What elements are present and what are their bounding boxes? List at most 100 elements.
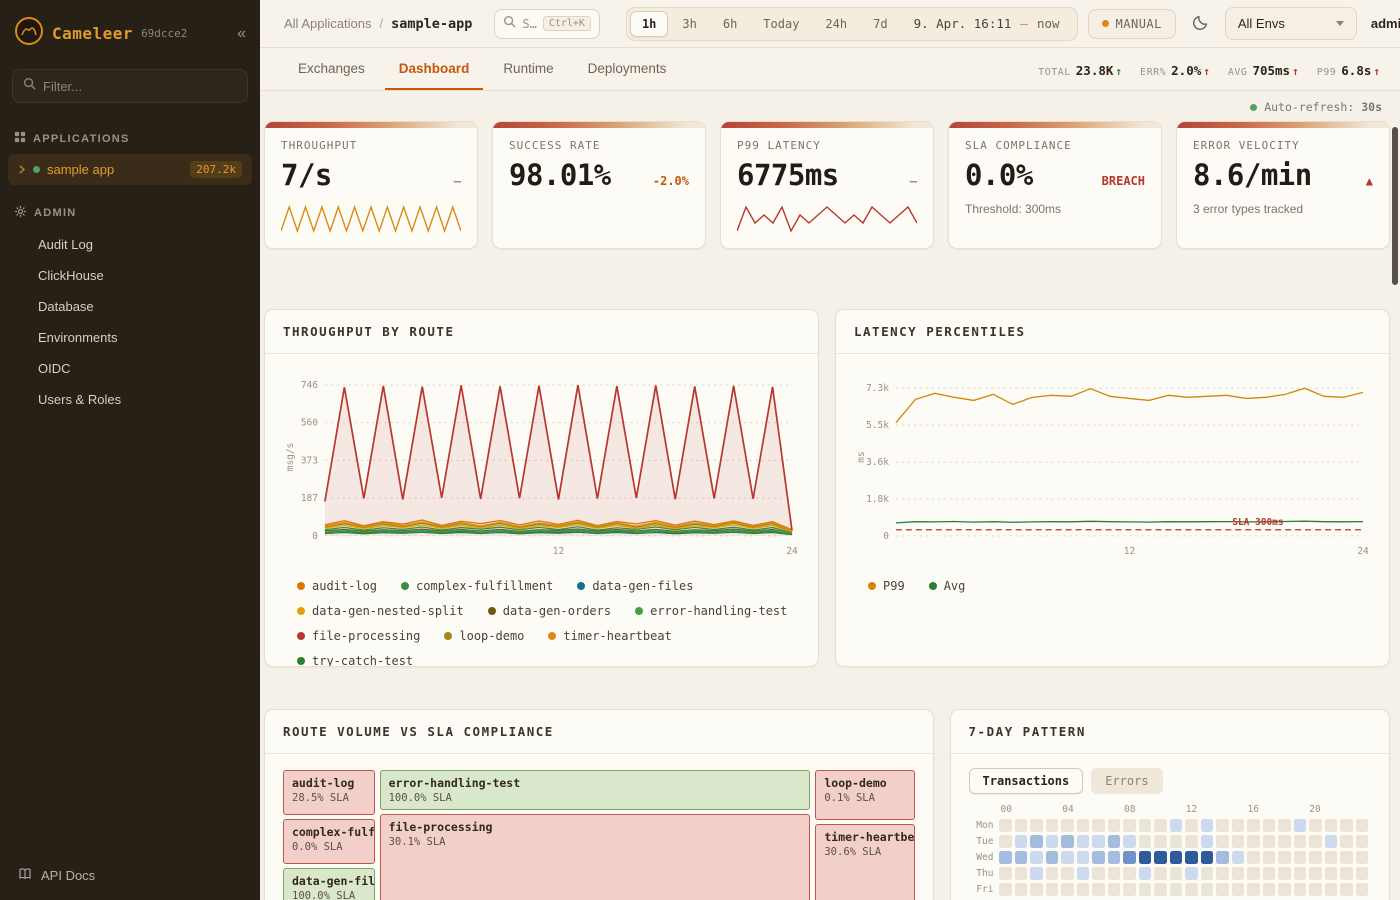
legend-item-loop-demo[interactable]: loop-demo [444, 629, 524, 643]
global-search[interactable]: S… Ctrl+K [494, 8, 600, 39]
tab-runtime[interactable]: Runtime [503, 60, 554, 76]
kpi-value-row: 7/s – [281, 158, 461, 192]
legend-item-data-gen-files[interactable]: data-gen-files [577, 579, 693, 593]
kpi-value-row: 6775ms – [737, 158, 917, 192]
trend-arrow-icon: ↑ [1203, 64, 1210, 78]
time-range-buttons: 1h 3h 6h Today 24h 7d [629, 10, 900, 37]
heatmap-cell [1324, 883, 1338, 896]
heatmap-cell [1293, 819, 1307, 832]
treemap-cell-file-processing[interactable]: file-processing 30.1% SLA [379, 814, 811, 900]
sidebar-collapse-button[interactable]: « [237, 24, 246, 42]
treemap-cell-data-gen-files[interactable]: data-gen-files 100.0% SLA [283, 868, 375, 900]
kpi-value: 8.6/min [1193, 158, 1312, 192]
heatmap-day-label: Wed [976, 852, 994, 863]
heatmap-cell [1123, 819, 1136, 832]
kpi-value-row: 0.0% BREACH [965, 158, 1145, 192]
throughput-by-route-panel: THROUGHPUT BY ROUTE 746 560 373 187 0 12 24 msg… [264, 309, 819, 667]
heatmap-cell [1045, 851, 1059, 864]
search-icon [23, 77, 36, 95]
legend-item-data-gen-nested-split[interactable]: data-gen-nested-split [297, 604, 464, 618]
heatmap-cell [1014, 835, 1028, 848]
moon-icon [1192, 14, 1209, 34]
tab-deployments[interactable]: Deployments [587, 60, 667, 76]
heatmap-cell [1293, 867, 1307, 880]
legend-item-data-gen-orders[interactable]: data-gen-orders [487, 604, 611, 618]
legend-item-complex-fulfillment[interactable]: complex-fulfillment [401, 579, 553, 593]
heatmap-cell [1030, 883, 1043, 896]
breadcrumb: All Applications / sample-app [284, 16, 472, 32]
time-range-today[interactable]: Today [751, 11, 811, 37]
heatmap-cell [1216, 867, 1229, 880]
stat-p99: P99 6.8s ↑ [1317, 60, 1380, 79]
sidebar-filter[interactable] [12, 69, 248, 103]
heatmap-cell [1030, 867, 1043, 880]
legend-item-file-processing[interactable]: file-processing [297, 629, 420, 643]
user-name[interactable]: admin [1370, 16, 1400, 31]
toggle-transactions[interactable]: Transactions [968, 768, 1084, 794]
treemap-cell-label: data-gen-files [292, 874, 375, 888]
heatmap-cell [1107, 883, 1121, 896]
sidebar-item-users-roles[interactable]: Users & Roles [38, 392, 122, 407]
kpi-accent-band [1177, 122, 1389, 128]
time-range-24h[interactable]: 24h [813, 11, 859, 37]
scrollbar-thumb[interactable] [1392, 127, 1398, 285]
legend-item-timer-heartbeat[interactable]: timer-heartbeat [548, 629, 672, 643]
legend-item-error-handling-test[interactable]: error-handling-test [635, 604, 787, 618]
admin-section-header: ADMIN [0, 197, 260, 227]
sidebar-item-audit-log[interactable]: Audit Log [38, 237, 93, 252]
time-range-6h[interactable]: 6h [711, 11, 749, 37]
svg-text:5.5k: 5.5k [866, 420, 889, 431]
time-range-3h[interactable]: 3h [670, 11, 708, 37]
legend-item-p99[interactable]: P99 [868, 579, 905, 593]
app-logo-text: Cameleer [52, 24, 134, 43]
breadcrumb-root[interactable]: All Applications [284, 16, 372, 31]
heatmap-cell [1278, 867, 1291, 880]
sidebar-item-database[interactable]: Database [38, 299, 94, 314]
kpi-body: SLA COMPLIANCE 0.0% BREACH Threshold: 300ms [949, 128, 1161, 248]
filter-input[interactable] [43, 78, 237, 94]
manual-refresh-button[interactable]: MANUAL [1087, 8, 1176, 39]
heatmap-cell [1185, 819, 1198, 832]
time-range-display: 9. Apr. 16:11 — now [900, 16, 1074, 31]
treemap-cell-error-handling-test[interactable]: error-handling-test 100.0% SLA [379, 770, 811, 810]
api-docs-link[interactable]: API Docs [41, 868, 96, 883]
legend-item-try-catch-test[interactable]: try-catch-test [297, 654, 413, 666]
heatmap-cell [1061, 851, 1074, 864]
legend-item-audit-log[interactable]: audit-log [297, 579, 377, 593]
sidebar-item-environments[interactable]: Environments [38, 330, 118, 345]
heatmap-cell [1045, 819, 1059, 832]
svg-text:12: 12 [1124, 546, 1135, 557]
time-range-dash: — [1020, 16, 1028, 31]
heatmap-cell [1185, 883, 1198, 896]
heatmap-cell [1107, 819, 1121, 832]
treemap-cell-timer-heartbeat[interactable]: timer-heartbeat 30.6% SLA [815, 824, 915, 900]
heatmap-day-label: Mon [976, 820, 994, 831]
heatmap-cell [1262, 883, 1276, 896]
heatmap-cell [1138, 867, 1152, 880]
tab-dashboard[interactable]: Dashboard [384, 48, 484, 90]
search-icon [503, 15, 516, 33]
tab-exchanges[interactable]: Exchanges [298, 60, 365, 76]
sidebar-item-oidc[interactable]: OIDC [38, 361, 71, 376]
toggle-errors[interactable]: Errors [1091, 768, 1163, 794]
kpi-card-success-rate: SUCCESS RATE 98.01% -2.0% [492, 121, 706, 249]
kpi-subtitle: 3 error types tracked [1193, 202, 1304, 216]
treemap-cell-loop-demo[interactable]: loop-demo 0.1% SLA [815, 770, 915, 820]
charts-row: THROUGHPUT BY ROUTE 746 560 373 187 0 12 24 msg… [262, 309, 1392, 667]
treemap-cell-audit-log[interactable]: audit-log 28.5% SLA [283, 770, 375, 815]
env-selector[interactable]: All Envs [1224, 7, 1357, 40]
auto-refresh-label: Auto-refresh: [1264, 100, 1355, 114]
time-range-7d[interactable]: 7d [861, 11, 899, 37]
time-range-1h[interactable]: 1h [629, 10, 669, 37]
legend-item-avg[interactable]: Avg [928, 579, 965, 593]
heatmap-day-label: Thu [976, 868, 994, 879]
treemap-cell-complex-fulfil[interactable]: complex-fulfil… 0.0% SLA [283, 819, 375, 864]
sidebar-item-sample-app[interactable]: sample app 207.2k [8, 154, 252, 185]
kpi-delta: – [909, 174, 917, 188]
sidebar-item-clickhouse[interactable]: ClickHouse [38, 268, 104, 283]
dark-mode-toggle[interactable] [1186, 8, 1215, 40]
heatmap-cell [1123, 851, 1136, 864]
svg-text:ms: ms [856, 451, 867, 462]
legend-dot [401, 582, 410, 590]
heatmap-cell [1278, 851, 1291, 864]
